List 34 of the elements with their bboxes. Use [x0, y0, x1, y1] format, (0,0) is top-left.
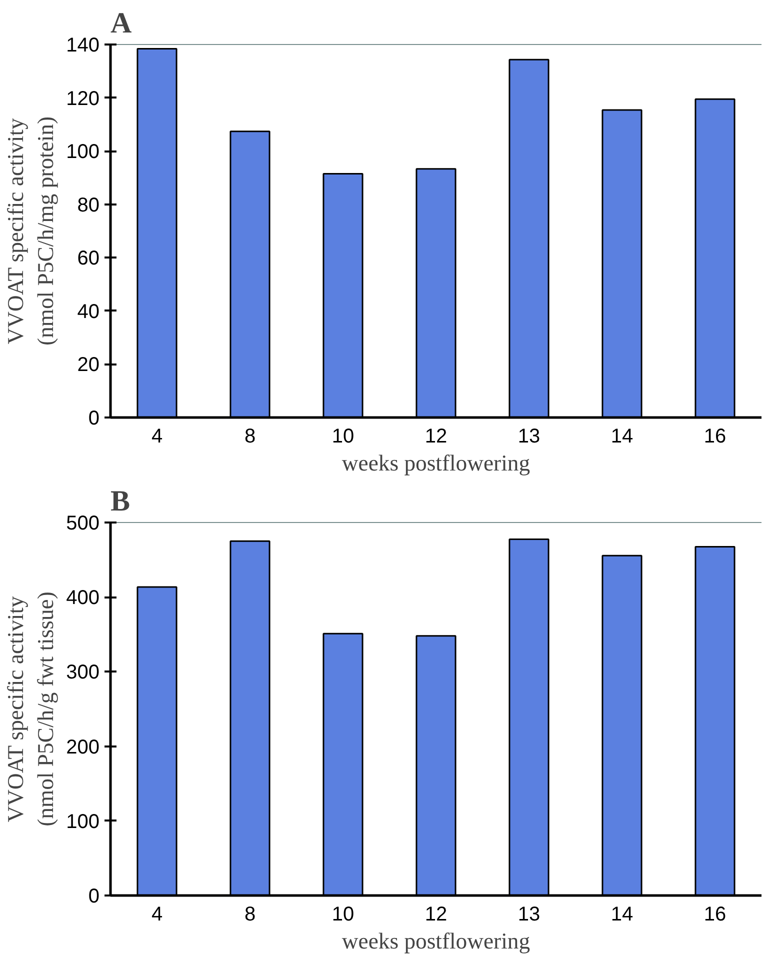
y-tick-label: 100: [66, 141, 100, 164]
x-axis-title: weeks postflowering: [342, 928, 530, 954]
y-axis-title: VVOAT specific activity (nmol P5C/h/g fwt tissue): [3, 592, 58, 826]
x-tick-label: 16: [704, 426, 726, 448]
x-tick-label: 12: [424, 904, 448, 926]
x-tick-label: 10: [332, 904, 354, 926]
y-tick-label: 120: [66, 88, 100, 110]
y-tick-label: 0: [88, 886, 100, 908]
x-tick-label: 14: [610, 426, 634, 448]
y-tick-label: 500: [66, 512, 100, 534]
x-tick-label: 8: [244, 426, 256, 448]
x-tick-label: 13: [518, 426, 540, 448]
y-tick-label: 20: [77, 354, 100, 376]
x-tick-label: 10: [332, 426, 354, 448]
y-tick-label: 40: [77, 300, 100, 323]
y-tick-label: 300: [66, 662, 100, 684]
x-tick-label: 14: [610, 904, 634, 926]
x-tick-label: 13: [518, 904, 540, 926]
y-tick-label: 400: [66, 587, 100, 610]
y-tick-label: 60: [77, 248, 100, 270]
y-tick-label: 200: [66, 736, 100, 758]
y-tick-label: 0: [88, 408, 100, 430]
x-tick-label: 4: [151, 426, 163, 448]
x-tick-label: 16: [704, 904, 726, 926]
y-axis-title: VVOAT specific activity (nmol P5C/h/mg protein): [3, 116, 58, 346]
y-tick-label: 80: [77, 194, 100, 216]
y-tick-label: 140: [66, 34, 100, 56]
y-tick-label: 100: [66, 810, 100, 833]
x-tick-label: 12: [424, 426, 448, 448]
chart-title: A: [110, 8, 132, 40]
x-axis-title: weeks postflowering: [342, 450, 530, 476]
x-tick-label: 8: [244, 904, 256, 926]
x-tick-label: 4: [151, 904, 163, 926]
chart-title: B: [110, 486, 130, 518]
